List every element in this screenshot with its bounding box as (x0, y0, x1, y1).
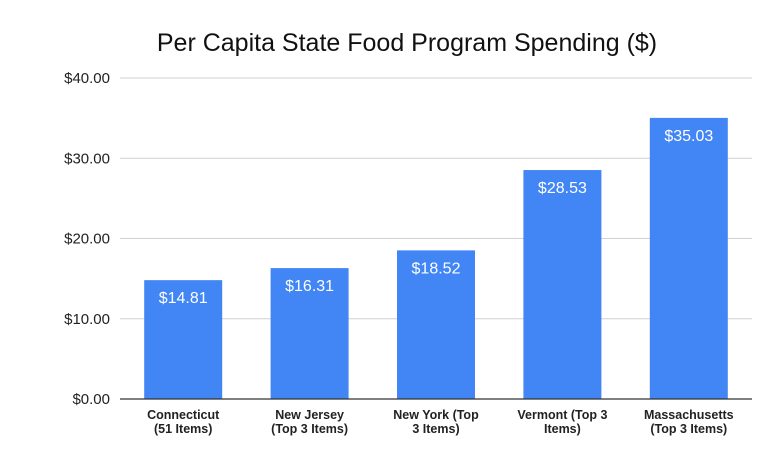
x-axis-ticks: Connecticut (51 Items)New Jersey (Top 3 It… (147, 408, 734, 436)
x-tick-label-line: New Jersey (275, 408, 344, 422)
x-tick-label: Vermont (Top 3 Items) (517, 408, 607, 436)
x-tick-label-line: (51 Items) (154, 422, 212, 436)
y-tick-label: $0.00 (72, 391, 110, 408)
x-tick-label: New York (Top 3 Items) (393, 408, 479, 436)
x-tick-label-line: Connecticut (147, 408, 220, 422)
y-tick-label: $40.00 (64, 70, 110, 87)
bar (270, 268, 349, 399)
x-tick-label-line: Vermont (Top 3 (517, 408, 607, 422)
chart-title: Per Capita State Food Program Spending (… (157, 29, 657, 57)
x-tick-label-line: (Top 3 Items) (271, 422, 348, 436)
bars (144, 117, 728, 399)
data-label: $14.81 (159, 290, 208, 307)
data-label: $35.03 (664, 128, 713, 145)
x-tick-label: New Jersey (Top 3 Items) (271, 408, 348, 436)
x-tick-label: Massachusetts (Top 3 Items) (644, 408, 734, 436)
y-tick-label: $10.00 (64, 311, 110, 328)
data-label: $16.31 (285, 278, 334, 295)
x-tick-label: Connecticut (51 Items) (147, 408, 220, 436)
x-tick-label-line: Massachusetts (644, 408, 734, 422)
data-label: $28.53 (538, 180, 587, 197)
bar (649, 117, 728, 399)
data-label: $18.52 (412, 260, 461, 277)
bar (523, 170, 602, 399)
bar (397, 250, 475, 399)
x-tick-label-line: New York (Top (393, 408, 479, 422)
x-tick-label-line: 3 Items) (412, 422, 459, 436)
y-tick-label: $30.00 (64, 150, 110, 167)
data-labels: $14.81 $16.31 $18.52 $28.53 $35.03 (159, 128, 714, 307)
y-tick-label: $20.00 (64, 231, 110, 248)
x-tick-label-line: (Top 3 Items) (650, 422, 727, 436)
bar (144, 280, 223, 399)
y-axis-ticks: $0.00 $10.00 $20.00 $30.00 $40.00 (64, 70, 110, 408)
x-tick-label-line: Items) (544, 422, 581, 436)
